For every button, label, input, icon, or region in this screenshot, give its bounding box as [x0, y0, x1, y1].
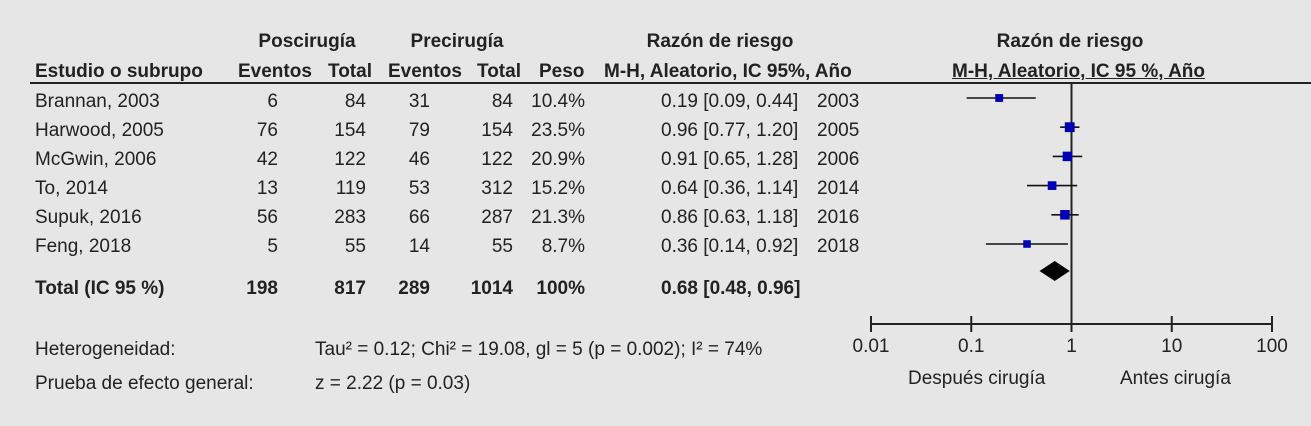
- ratio-title: Razón de riesgo: [646, 31, 794, 52]
- overall-effect-stats: z = 2.22 (p = 0.03): [315, 373, 471, 394]
- total-post: 119: [335, 178, 366, 199]
- study-name: To, 2014: [35, 178, 108, 199]
- weight: 21.3%: [531, 207, 585, 228]
- year: 2003: [817, 91, 860, 112]
- study-point: [1062, 151, 1073, 162]
- favours-right-label: Antes cirugía: [1120, 368, 1231, 389]
- risk-ratio-ci: 0.36 [0.14, 0.92]: [661, 236, 799, 257]
- study-point: [995, 94, 1004, 102]
- risk-ratio-ci: 0.86 [0.63, 1.18]: [661, 207, 799, 228]
- favours-left-label: Después cirugía: [908, 368, 1046, 389]
- events-pre: 79: [408, 120, 430, 141]
- total-post: 55: [344, 236, 366, 257]
- total-pre: 84: [491, 91, 513, 112]
- total-events1: 198: [246, 278, 278, 299]
- total1-column-header: Total: [328, 61, 372, 82]
- year: 2005: [817, 120, 860, 141]
- events-post: 42: [256, 149, 278, 170]
- overall-effect-label: Prueba de efecto general:: [35, 373, 254, 394]
- total-post: 122: [334, 149, 366, 170]
- plot-column-subheader: M-H, Aleatorio, IC 95 %, Año: [952, 61, 1206, 82]
- total-total1: 817: [334, 278, 366, 299]
- study-name: McGwin, 2006: [35, 149, 157, 170]
- total-pre: 55: [491, 236, 513, 257]
- study-name: Brannan, 2003: [35, 91, 160, 112]
- events-post: 76: [256, 120, 278, 141]
- weight: 8.7%: [541, 236, 585, 257]
- study-name: Feng, 2018: [35, 236, 132, 257]
- total-pre: 154: [481, 120, 513, 141]
- events-pre: 14: [408, 236, 430, 257]
- study-column-header: Estudio o subrupo: [35, 61, 203, 82]
- summary-diamond: [1039, 261, 1070, 281]
- study-name: Supuk, 2016: [35, 207, 142, 228]
- total-post: 283: [334, 207, 366, 228]
- weight: 15.2%: [531, 178, 585, 199]
- total-pre: 287: [481, 207, 513, 228]
- weight-column-header: Peso: [539, 61, 585, 82]
- study-point: [1023, 240, 1031, 248]
- year: 2018: [817, 236, 860, 257]
- plot-title: Razón de riesgo: [996, 31, 1144, 52]
- events-post: 56: [256, 207, 278, 228]
- events-pre: 31: [408, 91, 430, 112]
- x-tick-label: 0.01: [853, 336, 890, 357]
- ratio-column-subheader: M-H, Aleatorio, IC 95%, Año: [604, 61, 852, 82]
- events-pre: 46: [408, 149, 430, 170]
- total-total2: 1014: [470, 278, 513, 299]
- study-name: Harwood, 2005: [35, 120, 164, 141]
- events-pre: 53: [408, 178, 430, 199]
- year: 2006: [817, 149, 860, 170]
- study-point: [1060, 210, 1070, 220]
- total2-column-header: Total: [477, 61, 521, 82]
- total-events2: 289: [398, 278, 430, 299]
- total-post: 154: [334, 120, 366, 141]
- heterogeneity-stats: Tau² = 0.12; Chi² = 19.08, gl = 5 (p = 0…: [315, 339, 763, 360]
- risk-ratio-ci: 0.19 [0.09, 0.44]: [661, 91, 799, 112]
- year: 2016: [817, 207, 860, 228]
- total-post: 84: [344, 91, 366, 112]
- x-tick-label: 0.1: [958, 336, 984, 357]
- x-tick-label: 1: [1066, 336, 1077, 357]
- total-pre: 122: [481, 149, 513, 170]
- weight: 20.9%: [531, 149, 585, 170]
- events2-column-header: Eventos: [388, 61, 462, 82]
- risk-ratio-ci: 0.64 [0.36, 1.14]: [661, 178, 799, 199]
- year: 2014: [817, 178, 860, 199]
- study-point: [1047, 181, 1057, 190]
- risk-ratio-ci: 0.96 [0.77, 1.20]: [661, 120, 799, 141]
- x-tick-label: 100: [1256, 336, 1288, 357]
- group2-header: Precirugía: [410, 31, 504, 52]
- study-point: [1064, 122, 1075, 133]
- events-post: 5: [267, 236, 278, 257]
- total-pre: 312: [481, 178, 513, 199]
- weight: 23.5%: [531, 120, 585, 141]
- weight: 10.4%: [531, 91, 585, 112]
- events1-column-header: Eventos: [238, 61, 312, 82]
- risk-ratio-ci: 0.91 [0.65, 1.28]: [661, 149, 799, 170]
- total-label: Total (IC 95 %): [35, 278, 165, 299]
- heterogeneity-label: Heterogeneidad:: [35, 339, 176, 360]
- total-ci: 0.68 [0.48, 0.96]: [661, 278, 801, 299]
- group1-header: Poscirugía: [258, 31, 356, 52]
- x-tick-label: 10: [1161, 336, 1182, 357]
- events-pre: 66: [408, 207, 430, 228]
- total-weight: 100%: [536, 278, 585, 299]
- events-post: 6: [267, 91, 278, 112]
- events-post: 13: [256, 178, 278, 199]
